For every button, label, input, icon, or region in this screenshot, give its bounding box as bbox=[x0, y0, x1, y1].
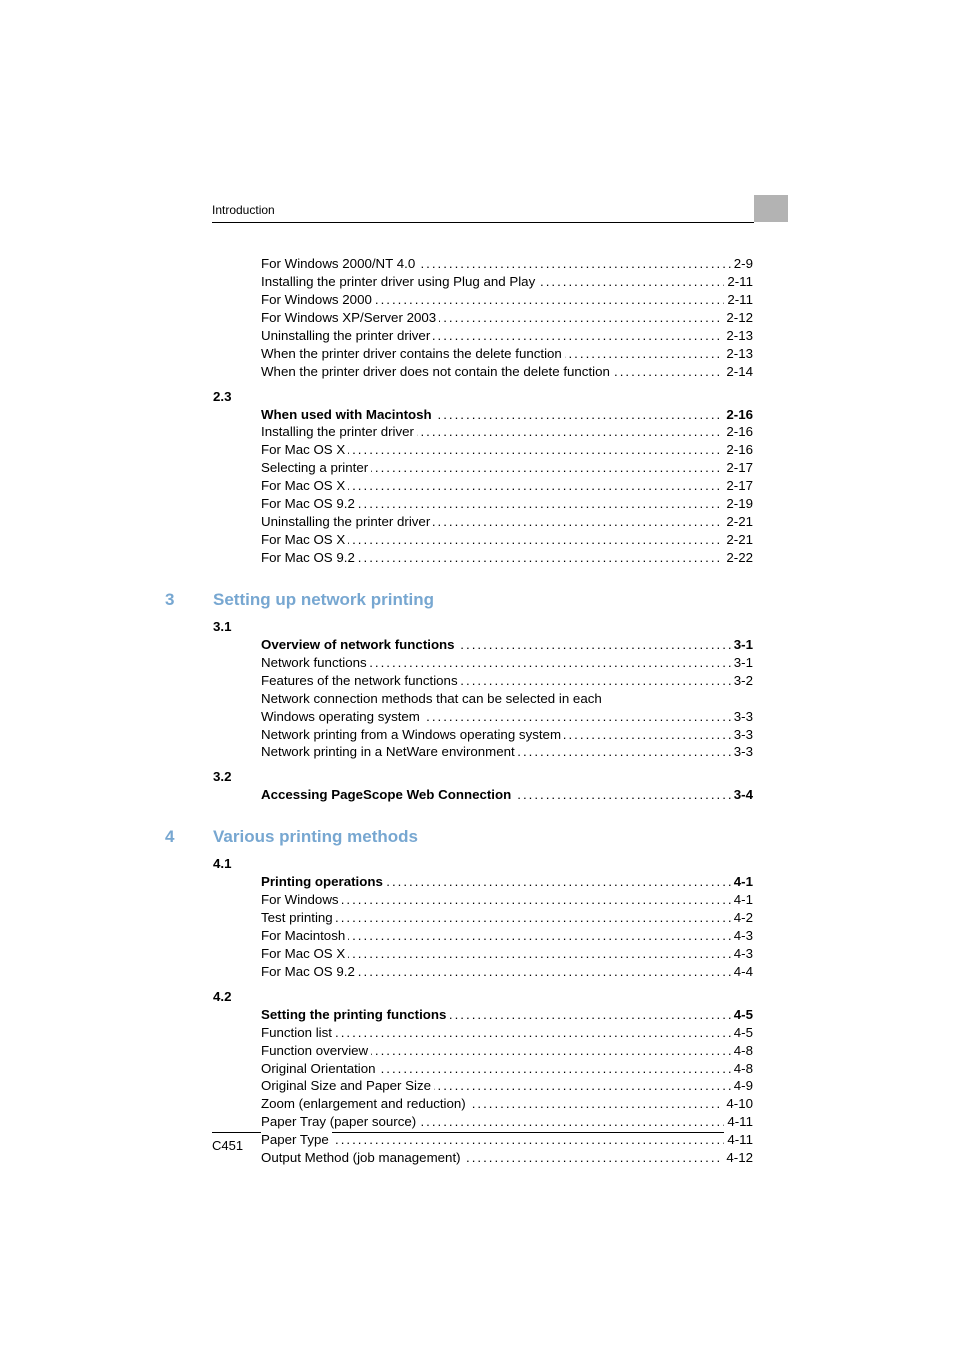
subsection-number: 4.2 bbox=[213, 988, 261, 1006]
toc-entry: Test printing4-2 bbox=[261, 909, 753, 927]
toc-entry: For Mac OS 9.24-4 bbox=[261, 963, 753, 981]
toc-entry: Uninstalling the printer driver2-13 bbox=[261, 327, 753, 345]
toc-entry: Function list4-5 bbox=[261, 1024, 753, 1042]
toc-entry: For Windows 2000/NT 4.02-9 bbox=[261, 255, 753, 273]
toc-entry: For Mac OS X2-17 bbox=[261, 477, 753, 495]
chapter-4-title-row: 4 Various printing methods bbox=[213, 826, 753, 849]
toc-entry-heading: Overview of network functions3-1 bbox=[261, 636, 753, 654]
toc-entry: When the printer driver does not contain… bbox=[261, 363, 753, 381]
toc-subsection-3-1: 3.1 Overview of network functions3-1 Net… bbox=[261, 618, 753, 762]
subsection-number: 2.3 bbox=[213, 388, 261, 406]
toc-subsection-4-2: 4.2 Setting the printing functions4-5 Fu… bbox=[261, 988, 753, 1167]
toc-entry-heading: When used with Macintosh2-16 bbox=[261, 406, 753, 424]
toc-entry-multiline-2: Windows operating system3-3 bbox=[261, 708, 753, 726]
chapter-number: 4 bbox=[165, 826, 174, 849]
chapter-3-title-row: 3 Setting up network printing bbox=[213, 589, 753, 612]
toc-entry-heading: Accessing PageScope Web Connection3-4 bbox=[261, 786, 753, 804]
toc-entry: Paper Tray (paper source)4-11 bbox=[261, 1113, 753, 1131]
toc-entry: Original Orientation4-8 bbox=[261, 1060, 753, 1078]
footer-model: C451 bbox=[212, 1138, 243, 1153]
toc-entry: For Mac OS X2-16 bbox=[261, 441, 753, 459]
toc-entry: For Mac OS 9.22-19 bbox=[261, 495, 753, 513]
toc-entry: For Mac OS 9.22-22 bbox=[261, 549, 753, 567]
toc-entry: For Windows XP/Server 20032-12 bbox=[261, 309, 753, 327]
toc-entry: When the printer driver contains the del… bbox=[261, 345, 753, 363]
toc-entry-heading: Setting the printing functions4-5 bbox=[261, 1006, 753, 1024]
toc-entry: Function overview4-8 bbox=[261, 1042, 753, 1060]
chapter-number: 3 bbox=[165, 589, 174, 612]
toc-entry: Installing the printer driver2-16 bbox=[261, 423, 753, 441]
toc-entry: Paper Type4-11 bbox=[261, 1131, 753, 1149]
header-rule bbox=[212, 222, 754, 223]
running-header: Introduction bbox=[212, 203, 754, 217]
toc-entry: For Mac OS X4-3 bbox=[261, 945, 753, 963]
toc-entry: For Windows4-1 bbox=[261, 891, 753, 909]
toc-subsection-3-2: 3.2 Accessing PageScope Web Connection3-… bbox=[261, 768, 753, 804]
toc-subsection-2-3: 2.3 When used with Macintosh2-16 Install… bbox=[261, 388, 753, 567]
toc-entry: Original Size and Paper Size4-9 bbox=[261, 1077, 753, 1095]
chapter-title: Setting up network printing bbox=[213, 589, 434, 612]
toc-continuation-block: For Windows 2000/NT 4.02-9 Installing th… bbox=[261, 255, 753, 381]
subsection-number: 3.2 bbox=[213, 768, 261, 786]
toc-entry: For Mac OS X2-21 bbox=[261, 531, 753, 549]
toc-entry: For Macintosh4-3 bbox=[261, 927, 753, 945]
toc-entry: Uninstalling the printer driver2-21 bbox=[261, 513, 753, 531]
toc-entry: Output Method (job management)4-12 bbox=[261, 1149, 753, 1167]
subsection-number: 3.1 bbox=[213, 618, 261, 636]
toc-entry: Network functions3-1 bbox=[261, 654, 753, 672]
toc-content: For Windows 2000/NT 4.02-9 Installing th… bbox=[213, 255, 753, 1170]
toc-entry: Network printing from a Windows operatin… bbox=[261, 726, 753, 744]
toc-entry: Selecting a printer2-17 bbox=[261, 459, 753, 477]
toc-entry-heading: Printing operations4-1 bbox=[261, 873, 753, 891]
toc-subsection-4-1: 4.1 Printing operations4-1 For Windows4-… bbox=[261, 855, 753, 981]
page: Introduction For Windows 2000/NT 4.02-9 … bbox=[0, 0, 954, 1350]
toc-entry: Installing the printer driver using Plug… bbox=[261, 273, 753, 291]
toc-entry: For Windows 20002-11 bbox=[261, 291, 753, 309]
running-title: Introduction bbox=[212, 203, 275, 217]
toc-entry: Zoom (enlargement and reduction)4-10 bbox=[261, 1095, 753, 1113]
toc-entry: Network printing in a NetWare environmen… bbox=[261, 743, 753, 761]
toc-entry-multiline-1: Network connection methods that can be s… bbox=[261, 690, 753, 708]
subsection-number: 4.1 bbox=[213, 855, 261, 873]
chapter-title: Various printing methods bbox=[213, 826, 418, 849]
header-grey-box bbox=[754, 195, 788, 222]
toc-entry: Features of the network functions3-2 bbox=[261, 672, 753, 690]
